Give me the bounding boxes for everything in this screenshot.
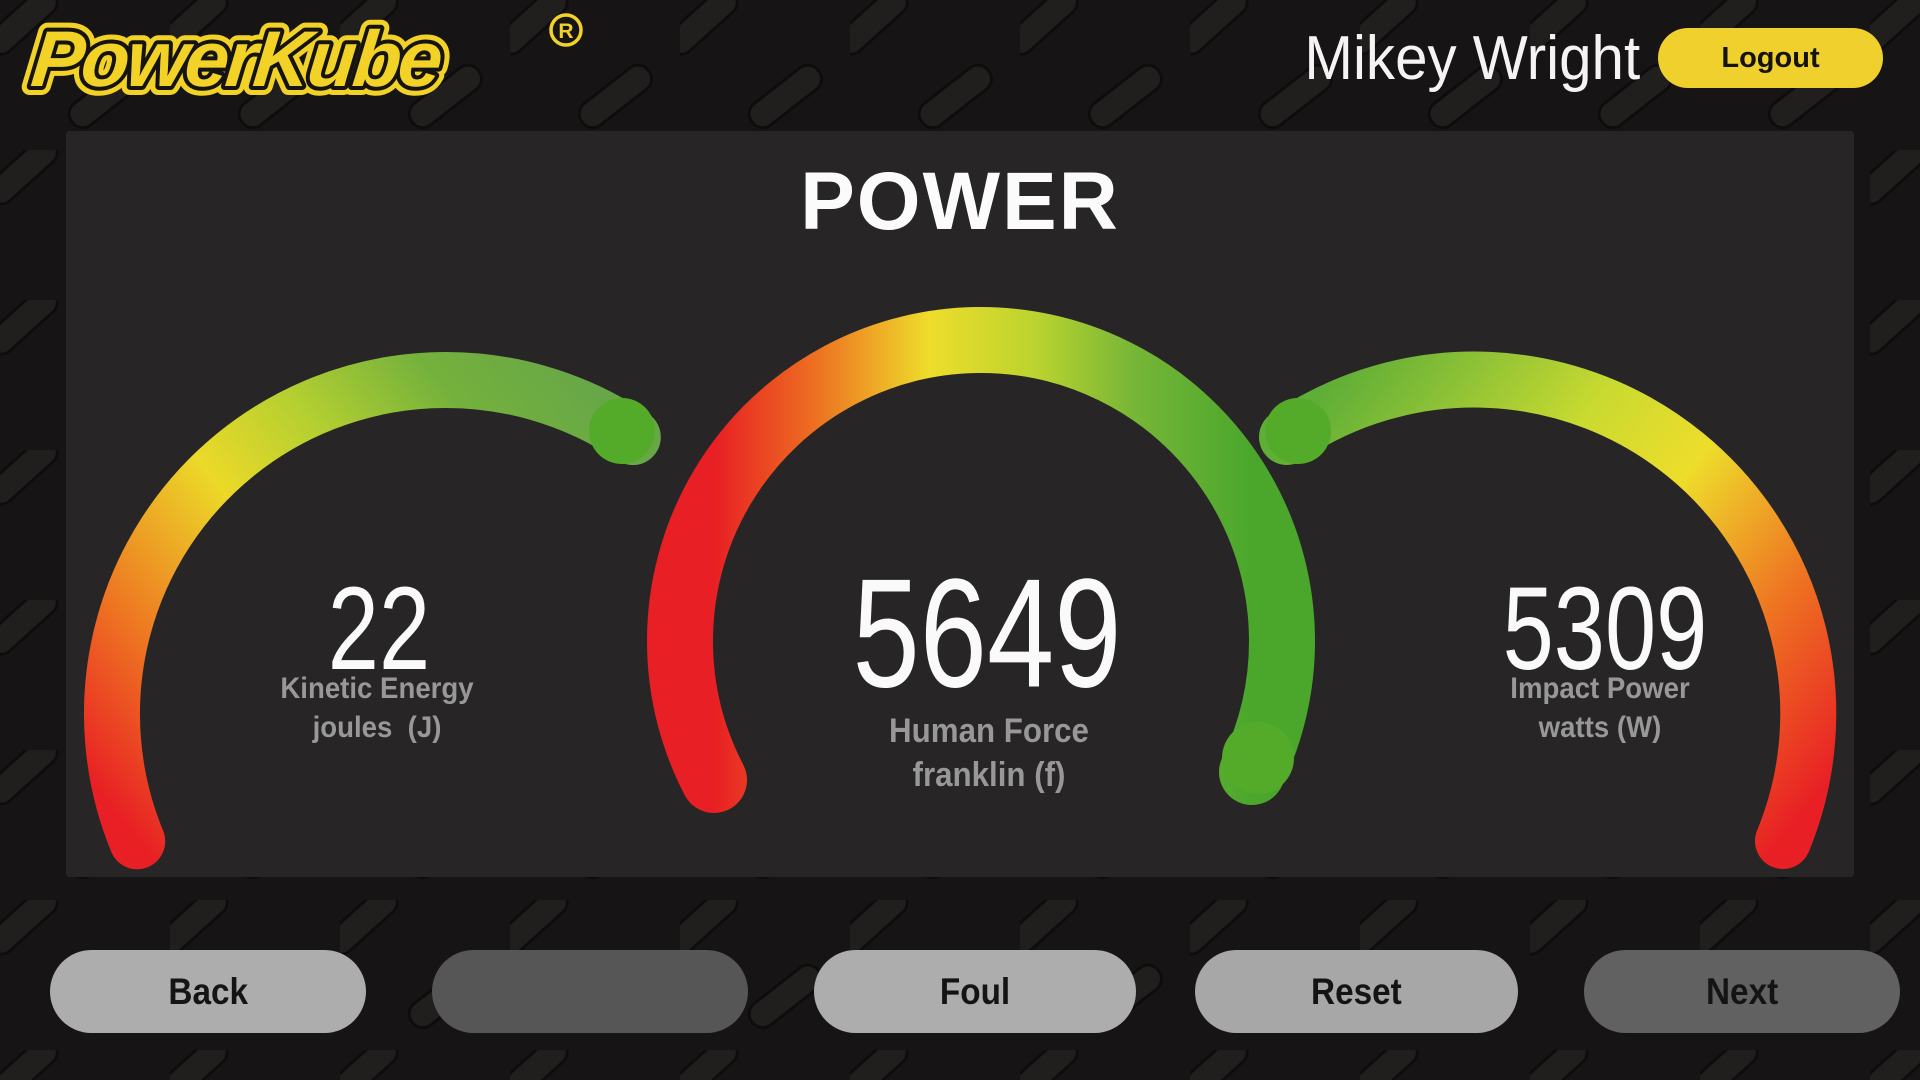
logout-button[interactable]: Logout <box>1658 28 1883 88</box>
results-panel: POWER <box>66 131 1854 877</box>
svg-text:R: R <box>558 20 573 43</box>
svg-text:PowerKube: PowerKube <box>28 14 446 103</box>
impact-power-value: 5309 <box>1502 563 1708 695</box>
kinetic-energy-label: Kinetic Energy joules (J) <box>280 672 474 744</box>
kinetic-energy-value: 22 <box>327 563 431 695</box>
human-force-value: 5649 <box>852 546 1122 720</box>
page-title: POWER <box>800 156 1120 247</box>
impact-power-label: Impact Power watts (W) <box>1510 672 1690 744</box>
human-force-label: Human Force franklin (f) <box>889 711 1089 794</box>
gauge-marker-impact-power <box>1265 398 1331 464</box>
powerkube-logo: PowerKube PowerKube PowerKube R <box>19 5 583 110</box>
logout-button-label: Logout <box>1721 41 1820 74</box>
next-button[interactable]: Next <box>1584 950 1900 1033</box>
gauge-arc-impact-power <box>1259 351 1837 869</box>
back-button[interactable]: Back <box>50 950 366 1033</box>
gauge-arc-human-force <box>647 307 1315 813</box>
gauge-arc-kinetic-energy <box>83 351 661 870</box>
reset-button[interactable]: Reset <box>1195 950 1518 1033</box>
gauges-canvas <box>83 307 1837 870</box>
svg-text:PowerKube: PowerKube <box>28 14 446 103</box>
foul-button[interactable]: Foul <box>814 950 1136 1033</box>
gauge-marker-kinetic-energy <box>589 398 655 464</box>
gauge-marker-human-force <box>1222 722 1294 794</box>
blank-button[interactable] <box>432 950 748 1033</box>
svg-text:PowerKube: PowerKube <box>28 14 446 103</box>
user-name: Mikey Wright <box>1304 24 1640 93</box>
registered-trademark-icon: R <box>549 13 583 47</box>
